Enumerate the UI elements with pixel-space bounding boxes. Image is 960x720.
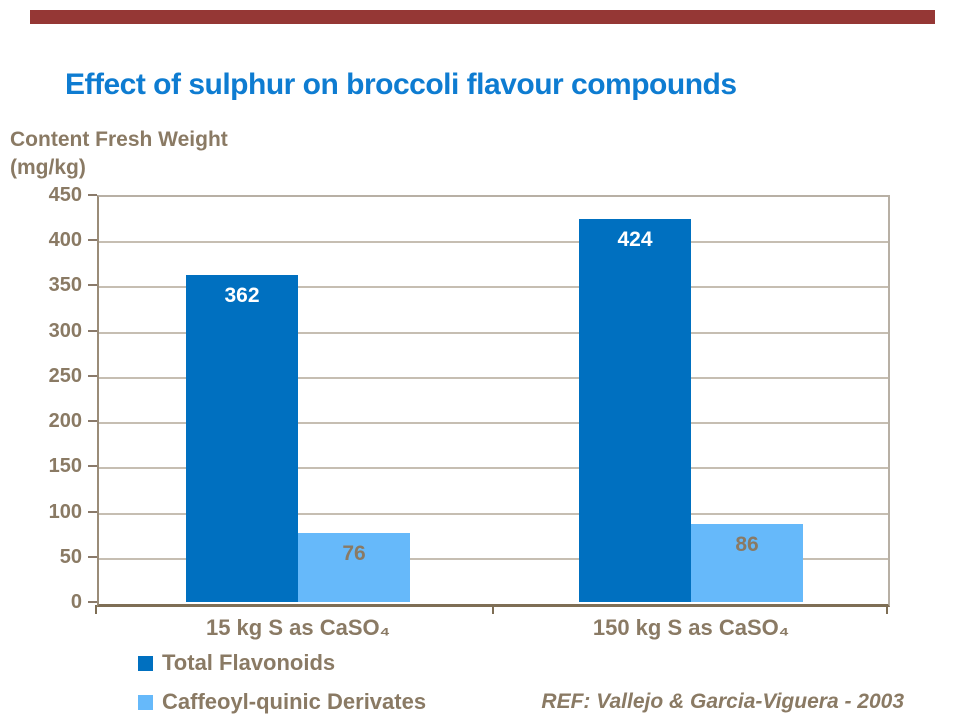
y-tick-label-300: 300 [48, 319, 82, 342]
gridline-100 [99, 512, 888, 515]
y-tick-mark [88, 239, 97, 242]
chart-title: Effect of sulphur on broccoli flavour co… [65, 68, 737, 101]
legend-label: Caffeoyl-quinic Derivates [162, 689, 427, 714]
bar-value-label: 76 [342, 542, 366, 566]
y-tick-mark [88, 510, 97, 513]
legend-label: Total Flavonoids [162, 650, 336, 675]
gridline-300 [99, 331, 888, 334]
gridline-200 [99, 422, 888, 425]
y-tick-mark [88, 329, 97, 332]
y-tick-label-150: 150 [48, 455, 82, 478]
y-tick-label-200: 200 [48, 410, 82, 433]
bar-total-flavonoids-2: 424 [579, 218, 692, 602]
y-tick-label-350: 350 [48, 274, 82, 297]
gridline-250 [99, 376, 888, 379]
y-tick-label-400: 400 [48, 229, 82, 252]
bar-value-label: 424 [617, 227, 653, 251]
bar-caffeoyl-quinic-derivates-1: 76 [298, 533, 411, 602]
bar-caffeoyl-quinic-derivates-2: 86 [691, 524, 804, 602]
gridline-50 [99, 557, 888, 560]
y-tick-label-450: 450 [48, 184, 82, 206]
y-tick-label-50: 50 [59, 545, 82, 568]
y-axis-title: Content Fresh Weight (mg/kg) [10, 126, 228, 182]
y-tick-mark [88, 601, 97, 603]
y-tick-label-100: 100 [48, 500, 82, 523]
legend-swatch [138, 694, 153, 710]
y-axis-title-line1: Content Fresh Weight [10, 128, 228, 151]
y-tick-label-0: 0 [70, 591, 82, 613]
y-axis-title-line2: (mg/kg) [10, 156, 86, 179]
bar-value-label: 86 [735, 533, 759, 557]
gridline-400 [99, 241, 888, 244]
x-tick-mark [886, 605, 888, 614]
y-tick-mark [88, 374, 97, 377]
x-tick-mark [95, 605, 97, 614]
x-tick-mark [492, 605, 494, 614]
x-category-label-1: 15 kg S as CaSO₄ [205, 615, 391, 640]
legend-swatch [138, 655, 153, 671]
legend-item-total-flavonoids: Total Flavonoids [138, 650, 426, 676]
bar-value-label: 362 [224, 283, 260, 307]
y-tick-mark [88, 284, 97, 287]
legend-item-caffeoyl-quinic-derivates: Caffeoyl-quinic Derivates [138, 689, 426, 715]
x-category-label-2: 150 kg S as CaSO₄ [592, 615, 790, 640]
reference-note: REF: Vallejo & Garcia-Viguera - 2003 [541, 690, 904, 713]
gridline-350 [99, 286, 888, 289]
y-tick-mark [88, 420, 97, 423]
y-tick-mark [88, 465, 97, 468]
y-tick-label-250: 250 [48, 364, 82, 387]
bar-total-flavonoids-1: 362 [186, 274, 299, 602]
y-tick-mark [88, 194, 97, 196]
legend: Total Flavonoids Caffeoyl-quinic Derivate… [138, 650, 426, 720]
y-tick-mark [88, 555, 97, 558]
top-accent-bar [30, 10, 935, 24]
gridline-150 [99, 467, 888, 470]
